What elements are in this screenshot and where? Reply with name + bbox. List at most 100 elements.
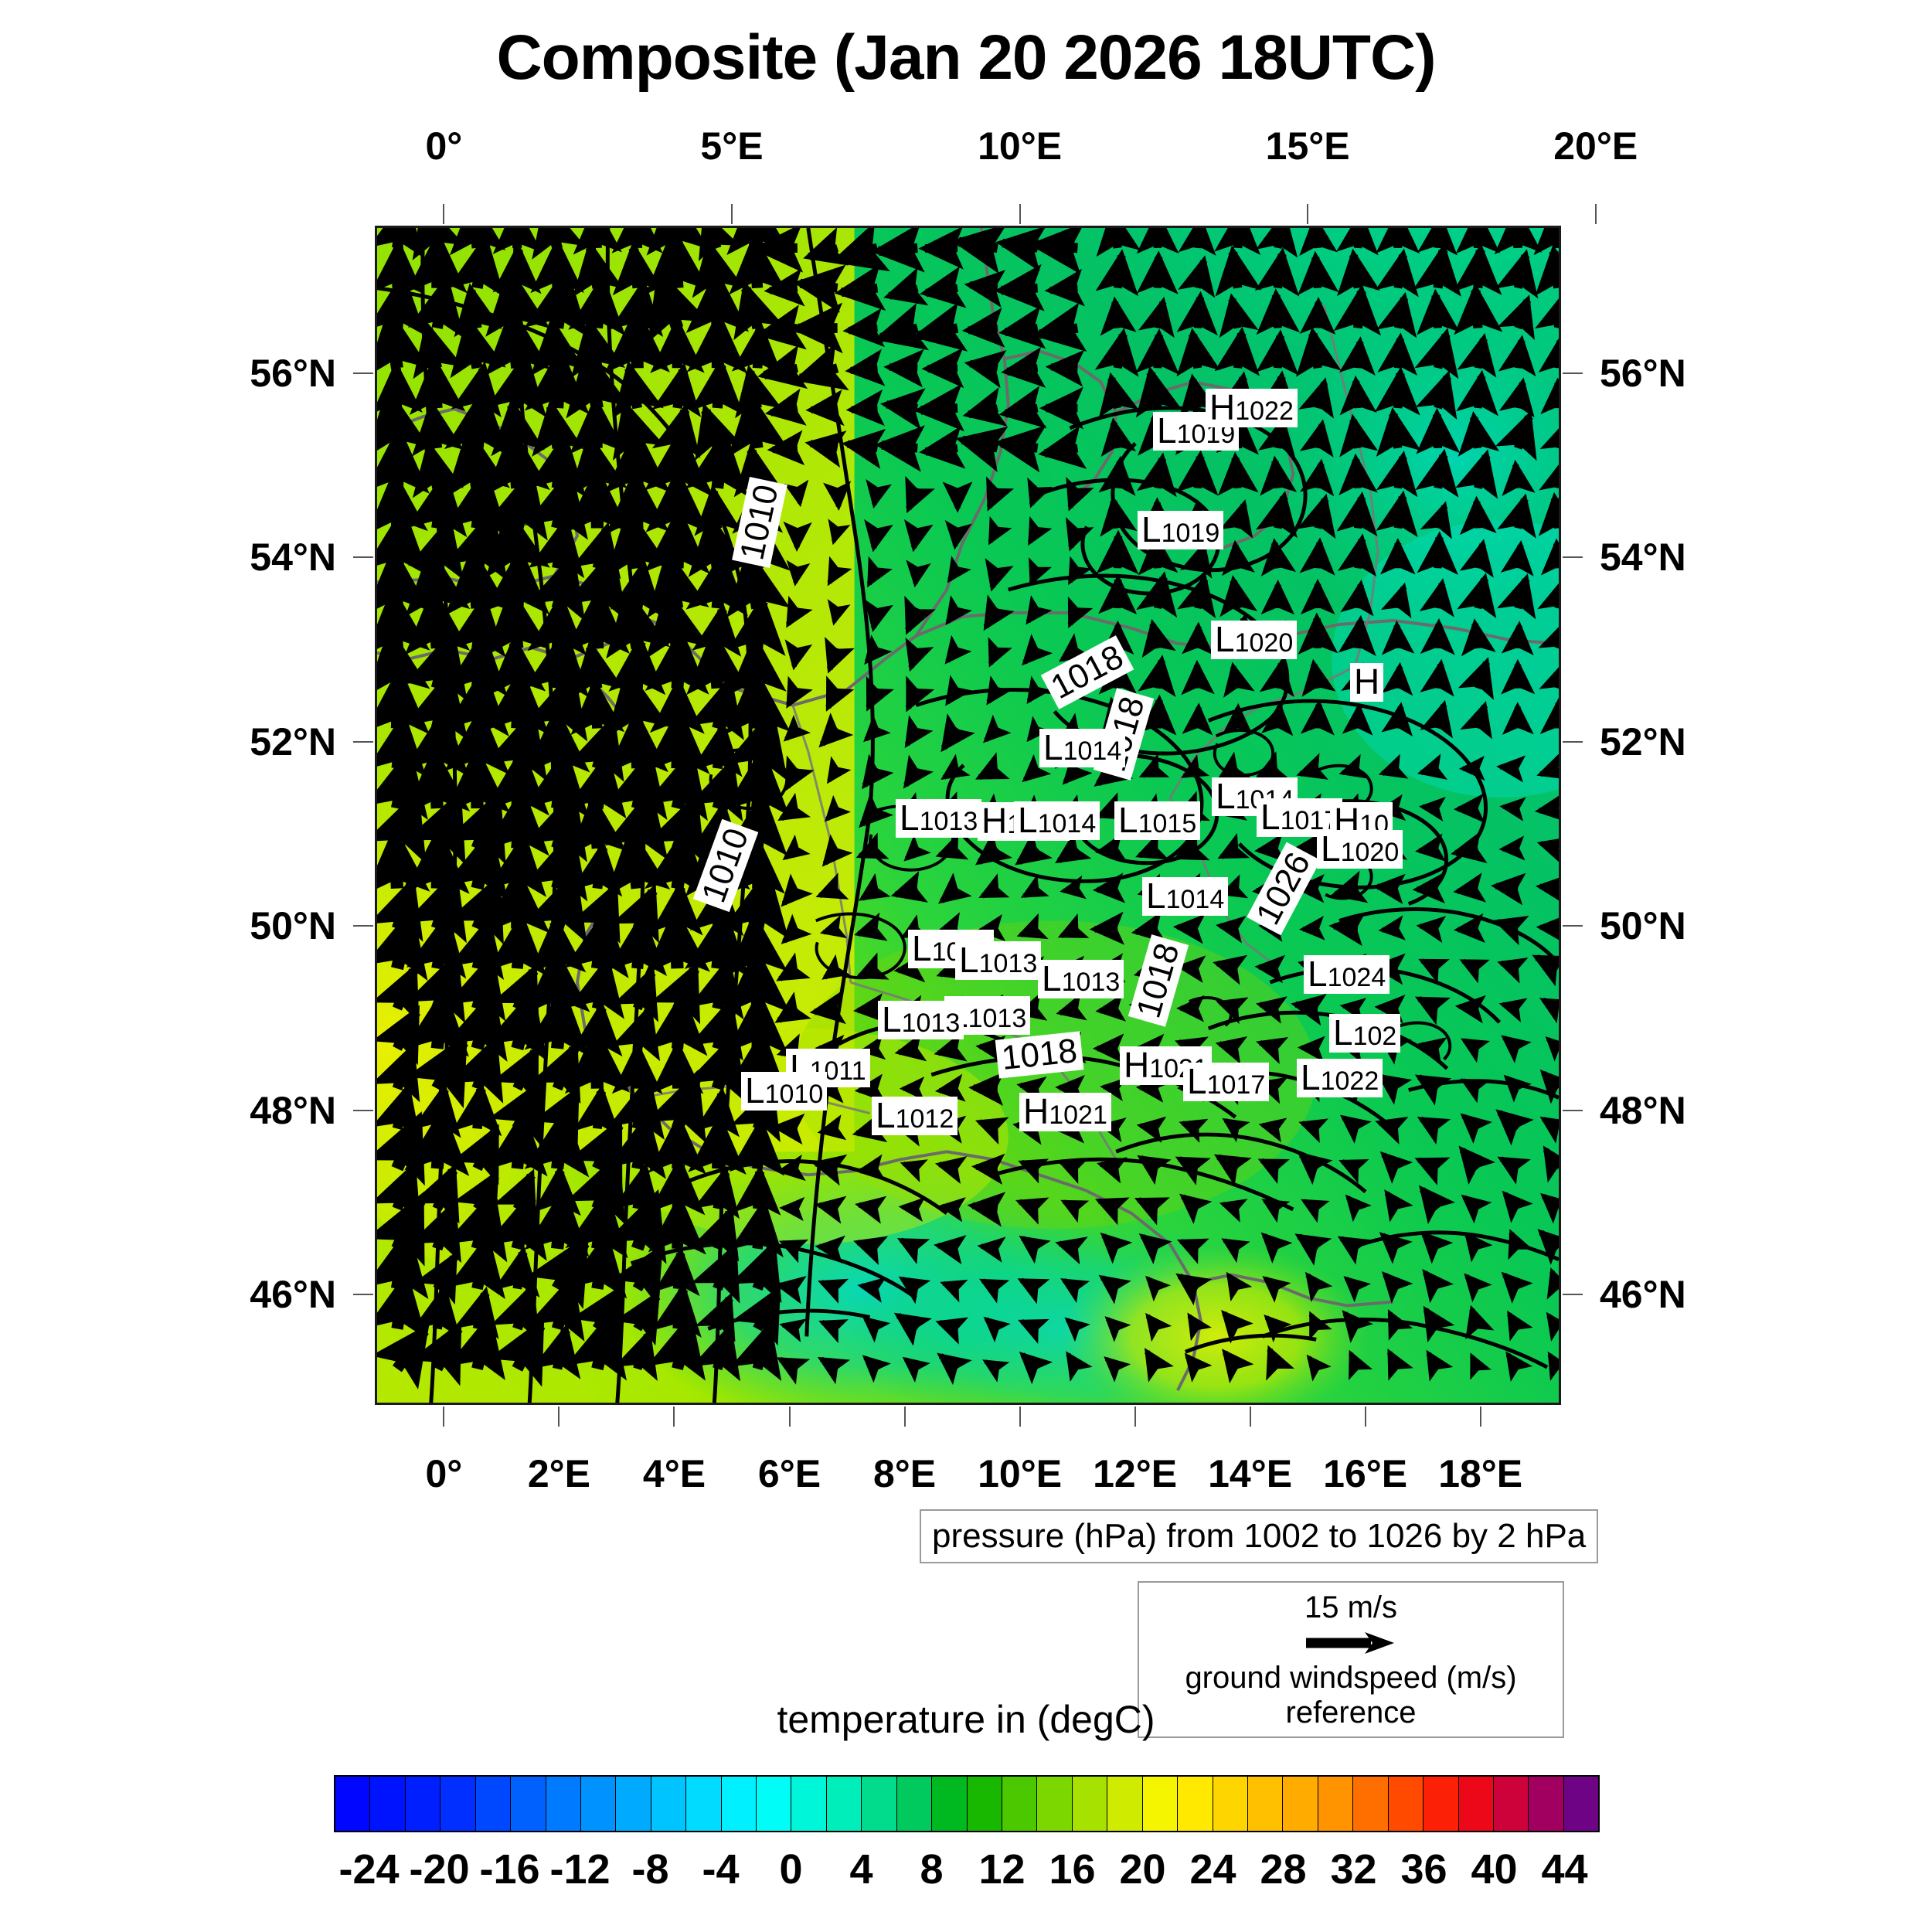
wind-arrow (1375, 248, 1419, 298)
wind-arrow (1038, 425, 1087, 469)
pressure-center-label: L1024 (1304, 955, 1390, 994)
wind-arrow (1501, 621, 1534, 655)
wind-arrow (862, 1316, 891, 1343)
wind-arrow (779, 1196, 805, 1221)
wind-arrow (377, 1270, 427, 1339)
wind-arrow (1460, 1113, 1492, 1145)
colorbar-cell (1493, 1777, 1529, 1831)
wind-arrow (855, 832, 889, 859)
pressure-center-kind: L (1321, 828, 1341, 869)
wind-arrow (1138, 655, 1176, 697)
wind-arrow (1226, 1271, 1253, 1302)
colorbar-tick-label: 32 (1330, 1846, 1377, 1893)
wind-arrow (685, 548, 748, 617)
wind-arrow (1098, 372, 1139, 418)
wind-arrow (1181, 754, 1210, 778)
wind-arrow (1187, 1312, 1212, 1342)
wind-arrow (866, 479, 892, 509)
axis-label-bottom: 8°E (872, 1452, 937, 1495)
wind-arrow (883, 267, 929, 306)
wind-arrow (855, 952, 889, 980)
wind-arrow (1015, 831, 1053, 866)
pressure-center-value: 1020 (1234, 628, 1294, 658)
pressure-center-kind: H (1354, 662, 1380, 702)
wind-arrow (903, 519, 934, 553)
axis-label-right: 50°N (1600, 904, 1686, 948)
axis-label-right: 54°N (1600, 536, 1686, 580)
wind-arrow (1253, 751, 1291, 781)
wind-arrow (1299, 228, 1338, 257)
colorbar-tick-label: 20 (1119, 1846, 1166, 1893)
axis-label-bottom: 2°E (527, 1452, 591, 1495)
wind-arrow (1044, 268, 1086, 307)
wind-arrow (1379, 1151, 1413, 1184)
wind-arrow (821, 954, 851, 980)
wind-arrow (998, 386, 1047, 429)
axis-tick-bottom (788, 1406, 791, 1427)
wind-arrow (1017, 1277, 1050, 1304)
wind-arrow (729, 233, 787, 295)
pressure-center-label: L102 (1329, 1014, 1401, 1053)
wind-arrow (1019, 1235, 1051, 1264)
wind-arrow (986, 476, 1015, 512)
wind-arrow (805, 389, 845, 427)
axis-tick-left (353, 1293, 373, 1295)
wind-arrow (1499, 797, 1526, 821)
wind-arrow (1453, 243, 1502, 295)
wind-arrow (905, 475, 935, 514)
wind-arrow (1546, 1311, 1559, 1342)
wind-arrow (1060, 1278, 1090, 1304)
wind-arrow (866, 556, 893, 588)
colorbar-cell (896, 1777, 933, 1831)
wind-arrow (1536, 837, 1559, 864)
wind-arrow (1066, 476, 1094, 512)
wind-arrow (1455, 449, 1498, 499)
wind-arrow (1067, 596, 1094, 628)
wind-arrow (815, 872, 849, 900)
wind-arrow (1337, 533, 1377, 577)
wind-arrow (900, 1159, 928, 1183)
pressure-center-kind: L (1301, 1057, 1321, 1097)
wind-arrow (826, 756, 852, 784)
wind-arrow (784, 639, 813, 671)
wind-arrow (1333, 284, 1382, 336)
wind-arrow (842, 308, 885, 348)
wind-arrow (1260, 538, 1297, 577)
axis-label-left: 48°N (250, 1088, 336, 1132)
wind-arrow (1459, 539, 1494, 578)
wind-arrow (1022, 753, 1052, 783)
wind-arrow (645, 905, 710, 975)
wind-arrow (1379, 1232, 1413, 1264)
wind-arrow (853, 993, 886, 1023)
wind-arrow (1095, 249, 1139, 297)
wind-arrow (1497, 1156, 1531, 1185)
wind-arrow (1536, 915, 1559, 943)
wind-arrow (1418, 958, 1450, 984)
wind-arrow (1066, 1351, 1093, 1382)
wind-arrow (935, 832, 969, 860)
colorbar-cell (616, 1777, 651, 1831)
axis-label-bottom: 4°E (642, 1452, 706, 1495)
axis-label-left: 50°N (250, 904, 336, 948)
wind-arrow (1417, 288, 1460, 335)
wind-arrow (1299, 419, 1334, 457)
wind-arrow (1501, 1035, 1532, 1063)
wind-arrow (983, 594, 1015, 631)
pressure-center-value: 1021 (1049, 1100, 1107, 1130)
wind-arrow (1100, 296, 1137, 336)
wind-arrow (1453, 872, 1487, 903)
wind-arrow (1299, 916, 1325, 940)
wind-arrow (818, 1319, 849, 1344)
axis-tick-bottom (673, 1406, 675, 1427)
wind-arrow (1094, 328, 1139, 377)
wind-arrow (819, 915, 848, 939)
pressure-center-label: L1014 (1142, 877, 1229, 916)
colorbar-cell (932, 1777, 968, 1831)
pressure-center-label: L1020 (1317, 830, 1403, 869)
wind-arrow (994, 264, 1045, 311)
map-panel[interactable]: 1010101010181018102610181018 L1019H1022L… (375, 226, 1561, 1405)
colorbar[interactable] (334, 1775, 1600, 1832)
wind-arrow (1505, 1351, 1533, 1382)
wind-arrow (1336, 491, 1378, 537)
wind-arrow (1417, 531, 1458, 575)
